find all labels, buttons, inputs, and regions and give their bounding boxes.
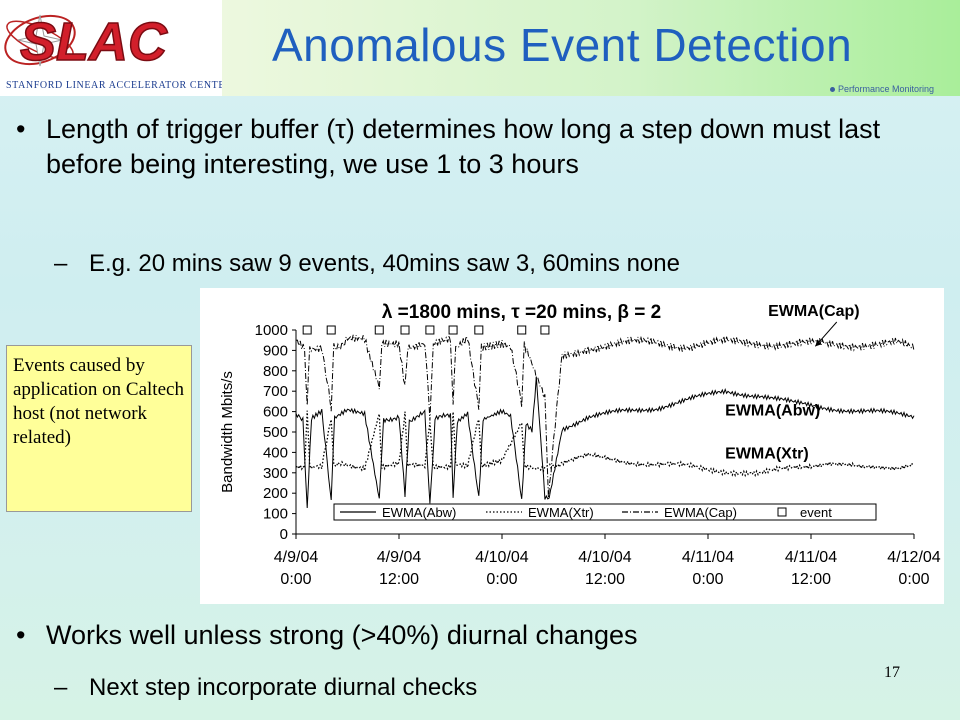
y-tick-label: 1000 <box>255 322 288 339</box>
x-tick-label: 4/11/04 <box>682 549 734 566</box>
event-marker <box>448 325 458 335</box>
y-tick-label: 200 <box>263 485 288 502</box>
y-tick-label: 100 <box>263 506 288 523</box>
y-tick-label: 300 <box>263 465 288 482</box>
bullet-dot-icon: • <box>16 620 26 650</box>
subbullet-2: – Next step incorporate diurnal checks <box>0 670 960 706</box>
x-tick-label: 4/10/04 <box>578 549 631 566</box>
y-tick-label: 400 <box>263 444 288 461</box>
legend-label: EWMA(Abw) <box>382 505 456 520</box>
event-marker <box>474 325 484 335</box>
bullet-2-text: Works well unless strong (>40%) diurnal … <box>46 620 638 650</box>
x-tick-label: 4/9/04 <box>274 549 319 566</box>
event-marker <box>540 325 550 335</box>
caltech-note: Events caused by application on Caltech … <box>6 345 192 512</box>
chart-title: λ =1800 mins, τ =20 mins, β = 2 <box>382 302 661 323</box>
x-tick-label: 0:00 <box>280 571 311 588</box>
y-tick-label: 600 <box>263 404 288 421</box>
subbullet-1: – E.g. 20 mins saw 9 events, 40mins saw … <box>0 246 960 282</box>
y-tick-label: 0 <box>280 526 288 543</box>
x-tick-label: 4/10/04 <box>475 549 528 566</box>
y-tick-label: 800 <box>263 363 288 380</box>
y-axis-label: Bandwidth Mbits/s <box>219 371 236 493</box>
event-marker <box>400 325 410 335</box>
annotation-label: EWMA(Cap) <box>768 303 860 320</box>
x-tick-label: 4/12/04 <box>887 549 940 566</box>
annotation-arrow-head <box>815 339 822 347</box>
slac-logo-icon: SLAC Stanford Linear Accelerator Center <box>4 11 232 91</box>
x-tick-label: 12:00 <box>791 571 831 588</box>
slide-title: Anomalous Event Detection <box>272 19 853 71</box>
bullet-1-text: Length of trigger buffer (τ) determines … <box>46 114 881 179</box>
dash-icon: – <box>54 674 68 701</box>
subbullet-1-text: E.g. 20 mins saw 9 events, 40mins saw 3,… <box>89 250 680 277</box>
y-tick-label: 700 <box>263 383 288 400</box>
title-band <box>222 0 960 96</box>
x-tick-label: 12:00 <box>379 571 419 588</box>
bandwidth-chart-svg: 0 100 200 300 400 500 600 700 800 900 1000 4/9/04 0:… <box>219 302 941 588</box>
bullet-2: • Works well unless strong (>40%) diurna… <box>0 618 960 654</box>
dash-icon: – <box>54 250 68 277</box>
page-number: 17 <box>884 664 900 681</box>
legend-label: EWMA(Cap) <box>664 505 737 520</box>
event-marker <box>326 325 336 335</box>
slac-logo: SLAC Stanford Linear Accelerator Center <box>0 0 232 96</box>
x-tick-label: 0:00 <box>486 571 517 588</box>
y-tick-label: 500 <box>263 424 288 441</box>
legend-label: EWMA(Xtr) <box>528 505 594 520</box>
x-tick-label: 0:00 <box>692 571 723 588</box>
series-line-ewmacap <box>295 334 915 498</box>
annotation-label: EWMA(Xtr) <box>725 446 809 463</box>
series-line-ewmaxtr <box>295 410 915 478</box>
logo-subtitle: Stanford Linear Accelerator Center <box>6 80 222 91</box>
event-marker <box>374 325 384 335</box>
y-tick-label: 900 <box>263 342 288 359</box>
x-tick-label: 4/11/04 <box>785 549 837 566</box>
series-line-ewmaabw <box>295 376 915 509</box>
bullet-dot-icon: • <box>16 114 26 144</box>
x-tick-label: 12:00 <box>585 571 625 588</box>
x-tick-label: 4/9/04 <box>377 549 422 566</box>
header-subnote: Performance Monitoring <box>838 84 935 94</box>
event-marker <box>302 325 312 335</box>
bandwidth-chart: 0 100 200 300 400 500 600 700 800 900 1000 4/9/04 0:… <box>200 288 944 604</box>
subnote-bullet-icon <box>830 87 835 92</box>
x-tick-label: 0:00 <box>898 571 929 588</box>
legend-swatch <box>777 507 787 517</box>
legend-box <box>333 503 877 521</box>
logo-text: SLAC <box>20 12 168 72</box>
header: SLAC Stanford Linear Accelerator Center … <box>0 0 960 96</box>
annotation-label: EWMA(Abw) <box>725 403 820 420</box>
event-marker <box>517 325 527 335</box>
bullet-1: • Length of trigger buffer (τ) determine… <box>0 112 960 222</box>
subbullet-2-text: Next step incorporate diurnal checks <box>89 674 478 701</box>
event-marker <box>425 325 435 335</box>
legend-label: event <box>800 505 832 520</box>
